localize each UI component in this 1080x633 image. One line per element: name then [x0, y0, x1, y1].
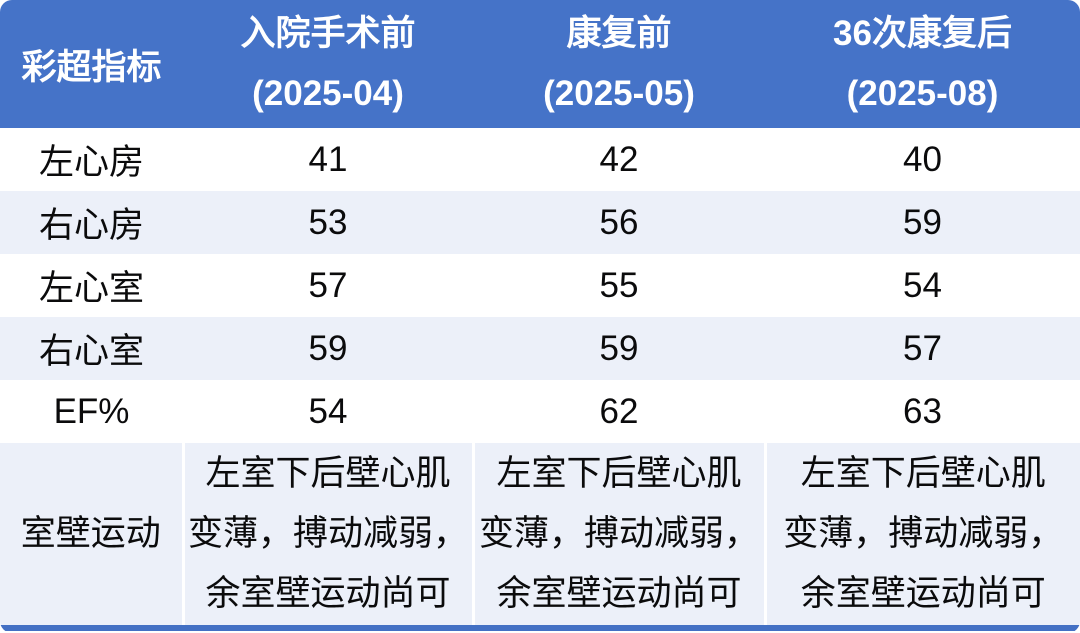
- value-cell: 62: [599, 391, 639, 431]
- value-cell: 57: [903, 328, 942, 368]
- row-label: 左心房: [38, 143, 144, 182]
- row-label: 左心室: [38, 269, 144, 308]
- table-row-ef: EF% 54 62 63: [0, 380, 1080, 443]
- wall-motion-cell: 左室下后壁心肌 变薄，搏动减弱， 余室壁运动尚可: [763, 443, 1080, 625]
- row-label: 右心室: [38, 332, 144, 371]
- value-cell: 55: [599, 265, 639, 305]
- table-row-left-ventricle: 左心室 57 55 54: [0, 254, 1080, 317]
- value-cell: 57: [308, 265, 348, 305]
- table-row-right-ventricle: 右心室 59 59 57: [0, 317, 1080, 380]
- value-cell: 63: [903, 391, 942, 431]
- value-cell: 59: [599, 328, 639, 368]
- header-indicator-label: 彩超指标: [0, 0, 183, 128]
- value-cell: 54: [903, 265, 942, 305]
- row-label: 右心房: [38, 206, 144, 245]
- bottom-accent-bar: [0, 625, 1080, 631]
- table-header-row: 彩超指标 入院手术前 (2025-04) 康复前 (2025-05) 36次康复…: [0, 0, 1080, 128]
- header-col-title: 入院手术前: [240, 14, 416, 53]
- header-col-pre-rehab: 康复前 (2025-05): [473, 0, 765, 128]
- value-cell: 56: [599, 202, 639, 242]
- wall-motion-cell: 左室下后壁心肌 变薄，搏动减弱， 余室壁运动尚可: [471, 443, 765, 625]
- header-col-subtitle: (2025-05): [543, 74, 695, 113]
- row-label: 室壁运动: [20, 514, 161, 553]
- wall-motion-cell: 左室下后壁心肌 变薄，搏动减弱， 余室壁运动尚可: [181, 443, 473, 625]
- header-col-subtitle: (2025-08): [846, 74, 999, 113]
- header-col-subtitle: (2025-04): [252, 74, 404, 113]
- table-row-wall-motion: 室壁运动 左室下后壁心肌 变薄，搏动减弱， 余室壁运动尚可 左室下后壁心肌 变薄…: [0, 443, 1080, 625]
- value-cell: 41: [308, 139, 348, 179]
- value-cell: 42: [599, 139, 639, 179]
- table-row-left-atrium: 左心房 41 42 40: [0, 128, 1080, 191]
- header-col-title: 36次康复后: [833, 14, 1012, 53]
- value-cell: 54: [308, 391, 348, 431]
- table-row-right-atrium: 右心房 53 56 59: [0, 191, 1080, 254]
- value-cell: 59: [903, 202, 942, 242]
- header-col-pre-surgery: 入院手术前 (2025-04): [183, 0, 473, 128]
- row-label: EF%: [53, 391, 130, 431]
- value-cell: 40: [903, 139, 942, 179]
- header-col-post-rehab: 36次康复后 (2025-08): [765, 0, 1080, 128]
- header-col-title: 康复前: [566, 14, 672, 53]
- value-cell: 53: [308, 202, 348, 242]
- value-cell: 59: [308, 328, 348, 368]
